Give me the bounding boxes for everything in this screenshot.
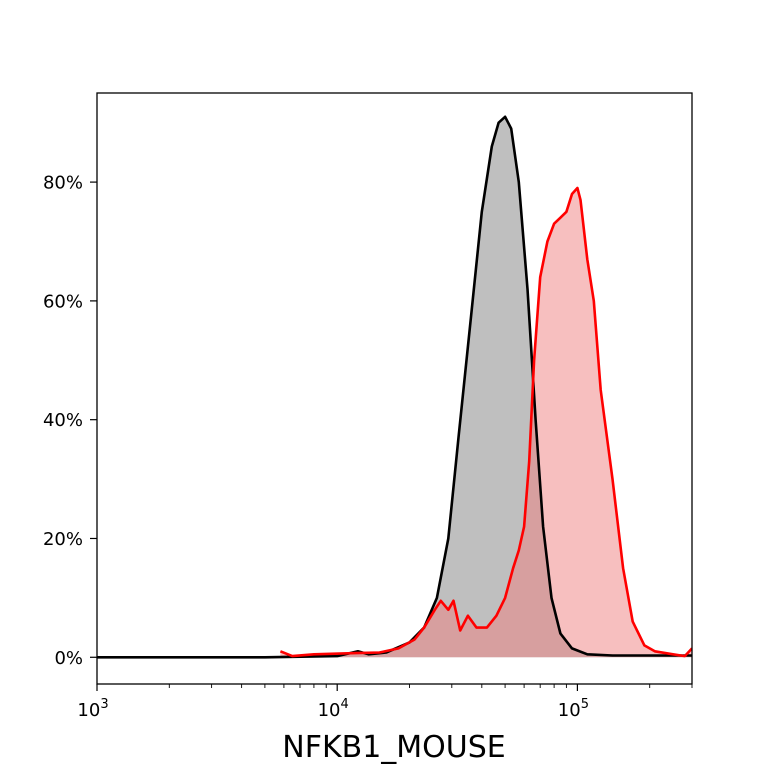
y-tick-label: 40% [43,410,83,431]
x-tick-label: 104 [318,697,349,721]
series-1-line [279,186,692,658]
x-tick-label: 103 [77,697,108,721]
y-tick-label: 80% [43,173,83,194]
y-axis: 0% 20% 40% 60% 80% [43,173,97,669]
x-axis: 103 104 105 [77,684,693,721]
y-tick-label: 60% [43,291,83,312]
plot-frame [96,92,693,685]
x-tick-label: 105 [558,697,589,721]
series-1-area [280,188,692,658]
y-tick-label: 0% [54,648,83,669]
y-tick-label: 20% [43,529,83,550]
x-axis-title: NFKB1_MOUSE [282,730,506,765]
